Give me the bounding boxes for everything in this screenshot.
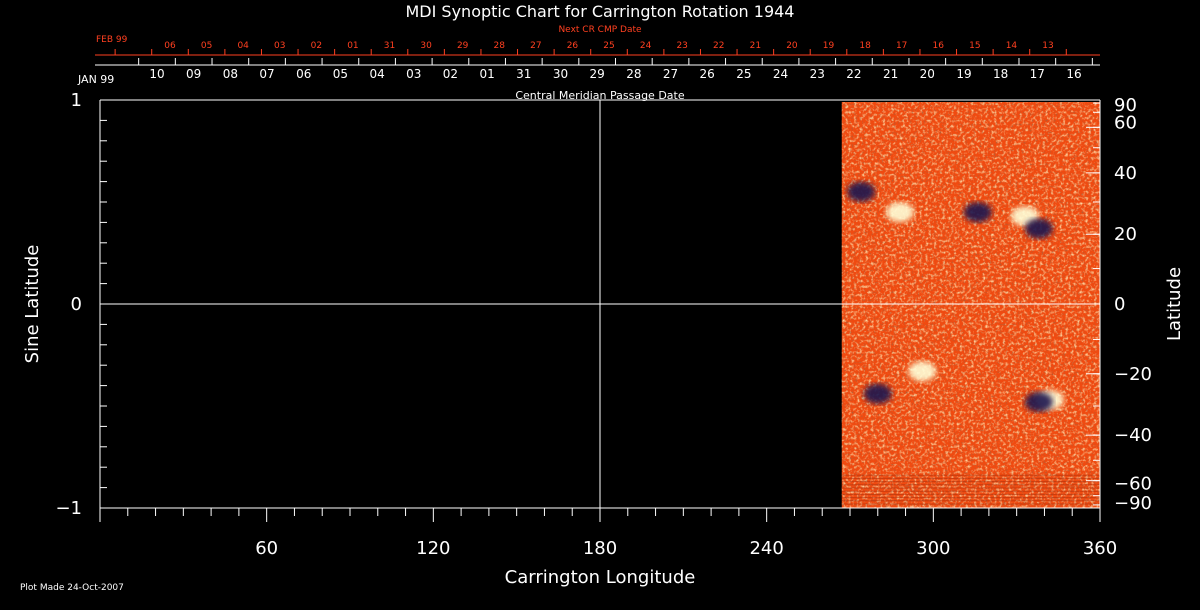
grid-lines [100,100,1100,508]
cmp-date-label: 07 [259,67,274,81]
next-cmp-date-label: 21 [750,41,761,51]
cmp-date-label: 03 [406,67,421,81]
map-bright-texture [841,102,1100,508]
cmp-axis-title: Central Meridian Passage Date [515,89,684,102]
positive-flux-region [886,202,914,223]
cmp-date-label: 23 [810,67,825,81]
next-cmp-date-label: 22 [713,41,724,51]
y-left-tick-label: 1 [71,90,82,111]
next-cmp-date-label: 14 [1006,41,1018,51]
y-right-tick-label: 0 [1114,294,1125,315]
next-cmp-date-label: 23 [676,41,687,51]
chart-title: MDI Synoptic Chart for Carrington Rotati… [406,2,795,21]
next-cmp-date-label: 16 [933,41,945,51]
x-tick-label: 180 [583,538,617,559]
cmp-date-label: 26 [700,67,715,81]
cmp-date-label: 09 [186,67,201,81]
negative-flux-region [863,383,892,404]
x-tick-label: 60 [255,538,278,559]
cmp-date-label: 28 [626,67,641,81]
next-cmp-date-label: 02 [311,41,322,51]
next-cmp-date-label: 17 [896,41,907,51]
next-cmp-date-label: 01 [347,41,358,51]
cmp-date-label: 25 [736,67,751,81]
y-right-tick-label: 90 [1114,95,1137,116]
y-left-axis-title: Sine Latitude [22,245,43,364]
positive-flux-region [908,361,937,382]
negative-flux-region [963,202,992,223]
next-cmp-date-label: 19 [823,41,835,51]
cmp-date-label: 08 [223,67,238,81]
cmp-date-label: 20 [920,67,935,81]
cmp-date-label: 18 [993,67,1008,81]
next-cmp-date-label: 05 [201,41,212,51]
next-cmp-date-label: 06 [164,41,176,51]
next-cmp-date-label: 15 [969,41,980,51]
next-cmp-date-label: 30 [420,41,432,51]
y-right-tick-label: −40 [1114,425,1152,446]
cmp-date-label: 21 [883,67,898,81]
y-right-tick-label: 20 [1114,224,1137,245]
next-cmp-date-label: 28 [494,41,506,51]
y-right-axis-title: Latitude [1164,267,1185,341]
next-cmp-date-label: 18 [859,41,871,51]
next-cmp-date-label: 25 [603,41,614,51]
magnetogram-map [841,102,1100,508]
cmp-start-label: JAN 99 [77,73,114,86]
y-right-tick-label: 60 [1114,112,1137,133]
next-cmp-start-label: FEB 99 [96,35,128,45]
axes: 60 120 180 240 300 36010−1906040200−20−40−60−… [55,41,1152,559]
next-cmp-date-label: 29 [457,41,469,51]
plot-made-note: Plot Made 24-Oct-2007 [20,583,124,593]
y-left-tick-label: −1 [55,498,82,519]
cmp-date-label: 10 [149,67,164,81]
x-tick-label: 360 [1083,538,1117,559]
x-tick-label: 300 [916,538,950,559]
negative-flux-region [1024,391,1053,412]
next-cmp-date-label: 20 [786,41,798,51]
next-cmp-axis-title: Next CR CMP Date [558,25,642,35]
next-cmp-date-label: 13 [1042,41,1053,51]
y-right-tick-label: −90 [1114,493,1152,514]
cmp-date-label: 24 [773,67,788,81]
cmp-date-label: 02 [443,67,458,81]
y-left-tick-label: 0 [71,294,82,315]
cmp-date-label: 31 [516,67,531,81]
y-right-tick-label: −20 [1114,364,1152,385]
next-cmp-date-label: 24 [640,41,652,51]
cmp-date-label: 05 [333,67,348,81]
x-tick-label: 120 [416,538,450,559]
cmp-date-label: 17 [1030,67,1045,81]
negative-flux-region [847,181,876,202]
y-right-tick-label: 40 [1114,163,1137,184]
next-cmp-date-label: 03 [274,41,285,51]
cmp-date-label: 16 [1066,67,1081,81]
cmp-date-label: 04 [369,67,384,81]
x-axis-title: Carrington Longitude [505,567,696,588]
next-cmp-date-label: 04 [237,41,249,51]
y-right-tick-label: −60 [1114,474,1152,495]
cmp-date-label: 06 [296,67,311,81]
negative-flux-region [1024,218,1053,239]
cmp-date-label: 30 [553,67,568,81]
cmp-date-label: 19 [956,67,971,81]
cmp-date-label: 01 [479,67,494,81]
cmp-date-label: 29 [590,67,605,81]
next-cmp-date-label: 26 [567,41,579,51]
next-cmp-date-label: 27 [530,41,541,51]
next-cmp-date-label: 31 [384,41,395,51]
cmp-date-label: 27 [663,67,678,81]
x-tick-label: 240 [749,538,783,559]
cmp-date-label: 22 [846,67,861,81]
